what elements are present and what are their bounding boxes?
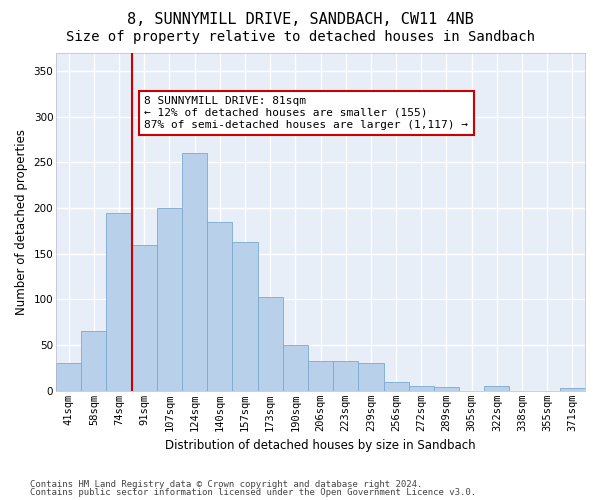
Bar bbox=[207, 222, 232, 391]
Bar bbox=[232, 242, 257, 391]
Text: 8, SUNNYMILL DRIVE, SANDBACH, CW11 4NB: 8, SUNNYMILL DRIVE, SANDBACH, CW11 4NB bbox=[127, 12, 473, 28]
Bar bbox=[131, 244, 157, 391]
Text: Size of property relative to detached houses in Sandbach: Size of property relative to detached ho… bbox=[65, 30, 535, 44]
X-axis label: Distribution of detached houses by size in Sandbach: Distribution of detached houses by size … bbox=[165, 440, 476, 452]
Bar bbox=[308, 360, 333, 391]
Bar bbox=[358, 364, 383, 391]
Bar bbox=[257, 296, 283, 391]
Bar bbox=[560, 388, 585, 391]
Bar bbox=[333, 360, 358, 391]
Text: Contains HM Land Registry data © Crown copyright and database right 2024.: Contains HM Land Registry data © Crown c… bbox=[30, 480, 422, 489]
Bar bbox=[484, 386, 509, 391]
Y-axis label: Number of detached properties: Number of detached properties bbox=[15, 128, 28, 314]
Text: 8 SUNNYMILL DRIVE: 81sqm
← 12% of detached houses are smaller (155)
87% of semi-: 8 SUNNYMILL DRIVE: 81sqm ← 12% of detach… bbox=[144, 96, 468, 130]
Bar bbox=[56, 364, 81, 391]
Bar bbox=[383, 382, 409, 391]
Bar bbox=[106, 212, 131, 391]
Bar bbox=[182, 153, 207, 391]
Bar bbox=[157, 208, 182, 391]
Bar bbox=[81, 332, 106, 391]
Text: Contains public sector information licensed under the Open Government Licence v3: Contains public sector information licen… bbox=[30, 488, 476, 497]
Bar bbox=[283, 345, 308, 391]
Bar bbox=[409, 386, 434, 391]
Bar bbox=[434, 387, 459, 391]
